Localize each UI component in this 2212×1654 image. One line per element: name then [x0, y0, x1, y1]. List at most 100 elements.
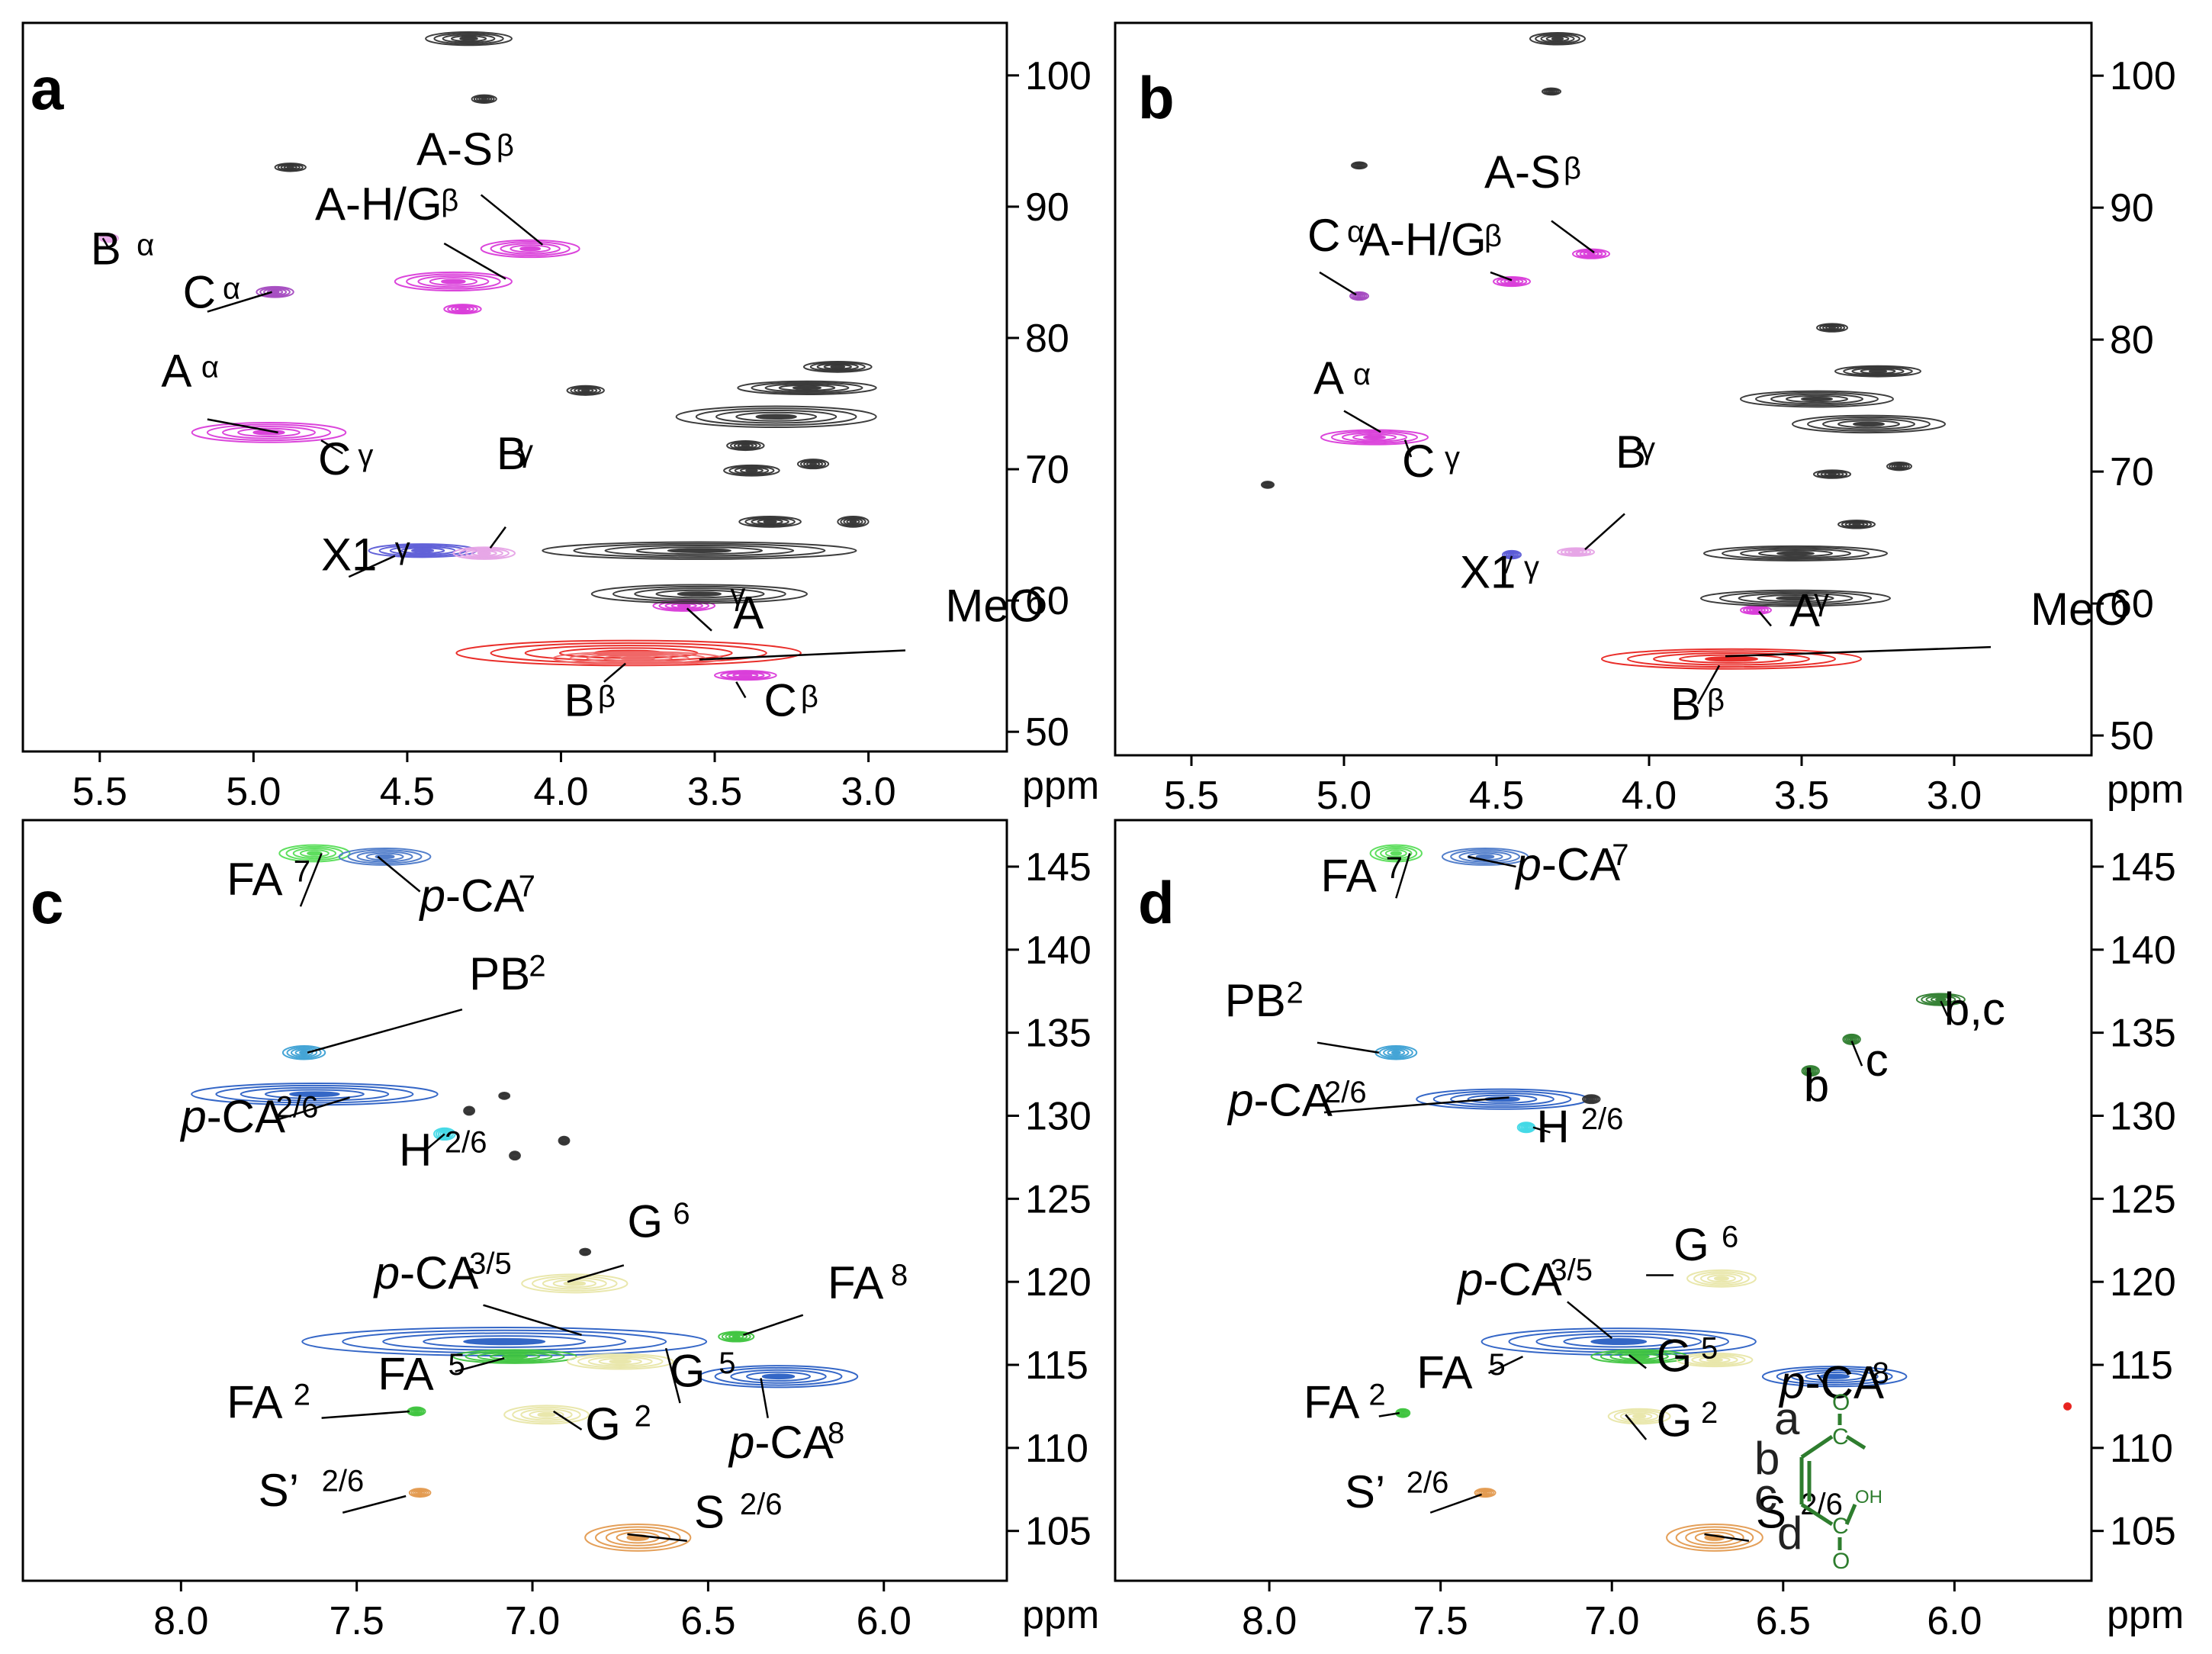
contour-ring: [1746, 607, 1766, 613]
italic-prefix: p: [419, 870, 445, 922]
annotation-subscript: 7: [1612, 838, 1628, 872]
annotation-leader-line: [1725, 645, 1992, 658]
contour-ring: [290, 1047, 318, 1057]
contour-ring: [802, 460, 824, 468]
contour-ring: [1587, 1096, 1596, 1102]
contour-ring: [1342, 432, 1407, 442]
contour-ring: [464, 1106, 474, 1115]
y-tick-label: 100: [1025, 54, 1092, 98]
contour-peak: [394, 271, 513, 292]
contour-ring: [447, 304, 478, 314]
contour-ring: [1374, 845, 1418, 861]
contour-ring: [1587, 252, 1596, 256]
contour-ring: [1585, 1096, 1598, 1102]
annotation-leader-line: [627, 1533, 687, 1542]
annotation-leader-line: [1403, 439, 1413, 458]
contour-ring: [1889, 462, 1910, 471]
annotation-subscript: γ: [1814, 584, 1829, 617]
annotation-leader-line: [443, 242, 506, 280]
annotation-leader-line: [552, 1410, 583, 1430]
contour-peak: [1761, 1366, 1908, 1388]
contour-ring: [1699, 1356, 1731, 1363]
contour-peak: [278, 844, 351, 863]
annotation-subscript: 2/6: [1407, 1466, 1449, 1500]
contour-ring: [1693, 1271, 1750, 1286]
contour-ring: [730, 1369, 827, 1384]
y-tick-label: 105: [2110, 1510, 2176, 1554]
y-tick-label: 140: [2110, 928, 2176, 973]
annotation-subscript: γ: [1640, 432, 1655, 465]
annotation-label: C: [764, 675, 797, 726]
contour-peak: [191, 1083, 439, 1106]
contour-ring: [560, 1137, 568, 1144]
contour-peak: [1529, 31, 1586, 46]
x-axis-unit: ppm: [1022, 1593, 1099, 1637]
contour-ring: [1776, 596, 1815, 601]
annotation-leader-line: [480, 194, 544, 246]
contour-ring: [1868, 369, 1888, 374]
contour-peak: [1666, 1523, 1763, 1552]
x-tick-label: 6.0: [857, 1599, 911, 1643]
contour-ring: [1849, 1038, 1854, 1041]
x-tick-label: 6.5: [1756, 1599, 1811, 1643]
italic-prefix: p: [1227, 1074, 1253, 1125]
structure-label-d: d: [1777, 1508, 1802, 1559]
contour-ring: [1476, 1488, 1494, 1497]
contour-ring: [587, 1356, 653, 1367]
annotation-subscript: β: [1484, 219, 1502, 253]
contour-ring: [635, 546, 764, 555]
contour-ring: [1477, 1489, 1493, 1496]
annotation-subscript: γ: [395, 532, 410, 565]
y-tick-label: 135: [2110, 1012, 2176, 1056]
contour-ring: [502, 1094, 506, 1098]
annotation-leader-line: [321, 1410, 410, 1419]
contour-ring: [425, 31, 513, 47]
contour-ring: [466, 1108, 472, 1114]
x-axis-unit: ppm: [1022, 764, 1099, 808]
contour-ring: [1713, 1276, 1729, 1281]
contour-peak: [837, 515, 870, 528]
annotation-leader-line: [207, 418, 278, 434]
contour-ring: [1545, 35, 1570, 42]
annotation-leader-line: [1625, 1414, 1648, 1440]
contour-ring: [542, 541, 857, 560]
contour-ring: [500, 243, 561, 255]
contour-ring: [796, 459, 830, 470]
annotation-label: C: [1402, 436, 1435, 487]
annotation-leader-line: [1584, 513, 1625, 551]
contour-ring: [714, 1366, 843, 1386]
contour-ring: [292, 848, 337, 860]
contour-ring: [280, 164, 301, 171]
contour-ring: [1743, 606, 1769, 614]
contour-ring: [1540, 34, 1575, 43]
contour-ring: [412, 1408, 421, 1414]
contour-ring: [509, 1150, 521, 1161]
annotation-label: p-CA: [373, 1247, 479, 1298]
annotation-leader-line: [299, 853, 323, 907]
contour-ring: [400, 547, 445, 555]
contour-ring: [570, 385, 602, 395]
x-tick-label: 5.5: [72, 770, 127, 814]
annotation-label: S’: [259, 1465, 299, 1516]
contour-ring: [1567, 549, 1584, 555]
x-axis-unit: ppm: [2107, 1593, 2184, 1637]
annotation-subscript: β: [497, 129, 514, 163]
annotation-subscript: 5: [1489, 1348, 1506, 1382]
x-tick-label: 4.5: [1469, 774, 1524, 818]
panel-b: 5.5 5.0 4.5 4.0 3.5 3.0 ppm 50 60 70 80 90 100 B β MeO A…: [1114, 21, 2184, 818]
annotation-label: MeO: [2030, 584, 2130, 635]
contour-ring: [799, 459, 827, 468]
contour-ring: [439, 1131, 450, 1138]
contour-ring: [521, 1273, 629, 1294]
annotation-leader-line: [483, 1304, 582, 1337]
contour-ring: [1352, 433, 1397, 441]
annotation-subscript: 7: [1386, 851, 1403, 885]
annotation-label: B: [564, 675, 595, 726]
contour-ring: [677, 591, 722, 597]
annotation-leader-line: [348, 555, 396, 578]
contour-ring: [281, 1045, 326, 1060]
annotation-leader-line: [735, 681, 747, 699]
x-tick-label: 3.5: [1774, 774, 1829, 818]
contour-ring: [763, 520, 777, 524]
contour-ring: [1706, 1357, 1723, 1363]
